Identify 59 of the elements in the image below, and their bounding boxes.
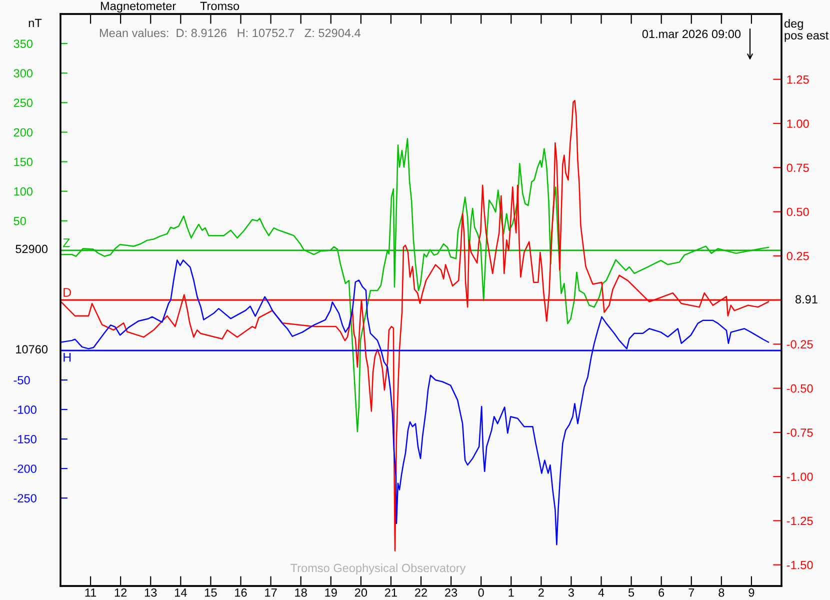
x-tick-label: 13	[144, 588, 157, 597]
x-tick-label: 14	[175, 588, 187, 597]
series-label: Z	[62, 238, 70, 248]
y-tick-label: 300	[14, 69, 33, 78]
x-tick-label: 5	[628, 588, 634, 597]
x-tick-label: 17	[265, 588, 277, 597]
x-tick-label: 18	[295, 588, 307, 597]
series-label: H	[64, 353, 71, 362]
y2-tick-label: -0.75	[786, 428, 813, 437]
text: 8.91	[796, 295, 818, 304]
y2-tick-label: -1.50	[786, 560, 813, 570]
series-label: D	[64, 288, 72, 297]
y2-tick-label: 1.00	[787, 119, 809, 128]
y2-tick-label: -1.25	[786, 516, 813, 526]
y2-tick-label: 0.50	[786, 208, 809, 216]
y-axis-title: nT	[28, 18, 42, 28]
y3-tick-label: -200	[14, 464, 36, 473]
text: 52900	[16, 244, 48, 254]
y3-tick-label: -100	[14, 406, 36, 414]
y2-tick-label: 0.25	[786, 252, 809, 260]
y3-tick-label: -150	[14, 435, 36, 444]
x-tick-label: 0	[478, 588, 484, 597]
y-tick-label: 250	[14, 98, 33, 108]
y-tick-label: 200	[14, 128, 33, 137]
x-tick-label: 22	[415, 588, 427, 597]
x-tick-label: 6	[658, 588, 664, 597]
x-tick-label: 7	[688, 588, 694, 597]
x-tick-label: 21	[384, 588, 397, 597]
annotation: Tromso Geophysical Observatory	[290, 563, 466, 575]
x-tick-label: 4	[598, 588, 604, 597]
y2-tick-label: 1.25	[787, 75, 809, 84]
y2-tick-label: -0.25	[786, 340, 813, 349]
x-tick-label: 1	[508, 588, 514, 597]
y2-axis-title: deg pos east	[784, 19, 829, 42]
x-tick-label: 2	[538, 588, 544, 597]
x-tick-label: 23	[445, 588, 458, 597]
x-tick-label: 8	[718, 588, 724, 597]
text: 10760	[16, 345, 48, 354]
y-tick-label: 150	[14, 158, 33, 166]
x-tick-label: 3	[568, 588, 574, 597]
x-tick-label: 12	[114, 588, 127, 597]
x-tick-label: 20	[354, 588, 368, 597]
y2-tick-label: -1.00	[786, 472, 813, 481]
y-tick-label: 350	[14, 40, 33, 48]
x-tick-label: 11	[85, 588, 96, 597]
x-tick-label: 15	[205, 588, 217, 597]
annotation: 01.mar 2026 09:00	[642, 30, 741, 38]
y2-tick-label: 0.75	[786, 164, 809, 172]
chart-title: Magnetometer	[100, 2, 176, 12]
y3-tick-label: -50	[14, 376, 30, 384]
annotation: Mean values: D: 8.9126 H: 10752.7 Z: 52904.4	[100, 28, 361, 38]
y-tick-label: 50	[14, 216, 26, 226]
y3-tick-label: -250	[14, 494, 36, 502]
x-tick-label: 9	[748, 588, 754, 597]
y-tick-label: 100	[14, 187, 33, 196]
x-tick-label: 19	[325, 588, 337, 597]
x-tick-label: 16	[235, 588, 247, 597]
y2-tick-label: -0.50	[786, 384, 813, 393]
chart-subtitle: Tromso	[200, 2, 240, 10]
